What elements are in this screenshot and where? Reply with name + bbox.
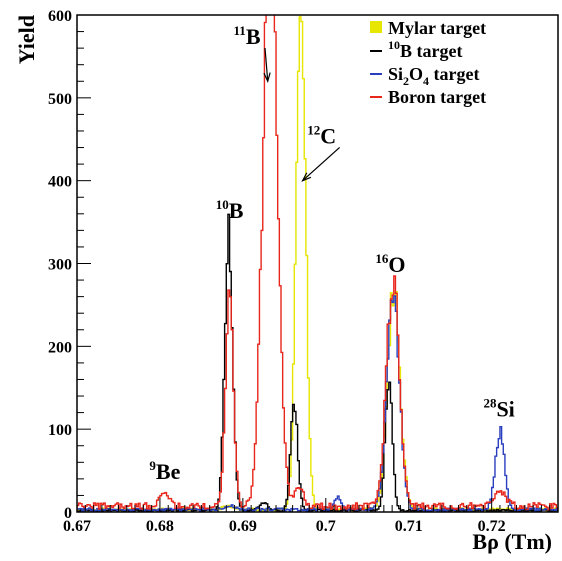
- y-tick-label: 300: [48, 257, 72, 274]
- annotation-layer: 9Be 10B 11B 12C 16O 28Si: [149, 23, 514, 484]
- x-tick-label: 0.67: [63, 518, 91, 535]
- y-tick-label: 0: [64, 505, 72, 522]
- peak-annotation: 11B: [234, 23, 261, 49]
- x-tick-label: 0.69: [229, 518, 257, 535]
- y-tick-label: 400: [48, 174, 72, 191]
- x-axis-label: Bρ (Tm): [472, 529, 552, 554]
- annotation-arrowhead: [263, 72, 271, 84]
- series-line-2: [77, 295, 558, 512]
- peak-annotation: 12C: [307, 122, 336, 148]
- y-tick-label: 100: [48, 422, 72, 439]
- y-tick-label: 500: [48, 91, 72, 108]
- x-tick-label: 0.71: [395, 518, 423, 535]
- series-line-3: [77, 15, 558, 512]
- peak-annotation: 16O: [375, 251, 405, 277]
- y-tick-label: 200: [48, 339, 72, 356]
- legend-label: Boron target: [388, 87, 486, 107]
- x-tick-label: 0.68: [146, 518, 174, 535]
- x-tick-label: 0.7: [316, 518, 336, 535]
- x-tick-label: 0.72: [478, 518, 506, 535]
- annotation-arrow: [302, 146, 341, 182]
- y-tick-label: 600: [48, 8, 72, 25]
- peak-annotation: 9Be: [149, 458, 180, 484]
- axis-layer: 0.67 0.68 0.69 0.7 0.71 0.72 0 100 200 300 400 500 6…: [48, 8, 559, 535]
- legend-label: Mylar target: [388, 18, 486, 38]
- annotation-arrow: [264, 47, 269, 82]
- legend-label: 10B target: [388, 38, 462, 61]
- legend-swatch: [370, 21, 382, 33]
- peak-annotation: 28Si: [483, 396, 514, 422]
- y-axis-label: Yield: [14, 15, 39, 64]
- legend-label: Si2O4 target: [388, 64, 480, 88]
- annotation-arrowhead: [301, 172, 312, 182]
- peak-annotation: 10B: [216, 197, 244, 223]
